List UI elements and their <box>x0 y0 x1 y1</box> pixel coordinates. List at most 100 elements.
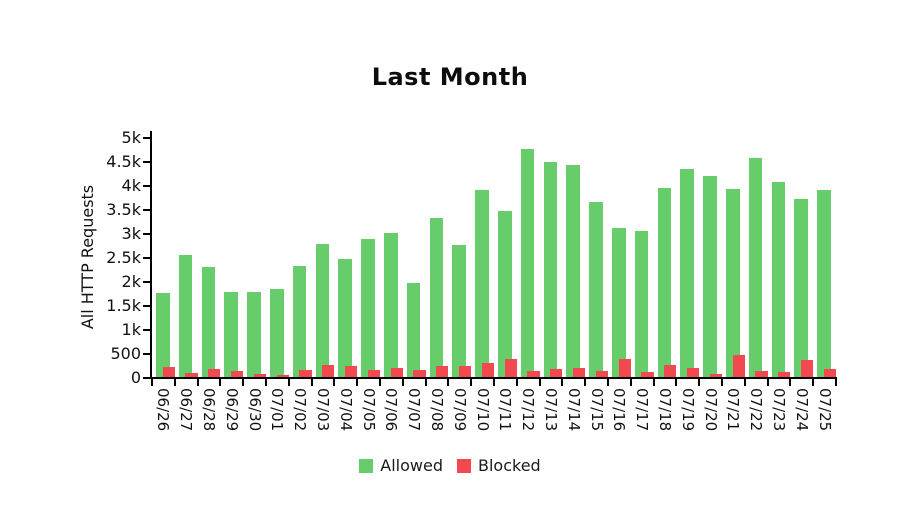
x-tick <box>265 379 267 386</box>
legend-item-blocked: Blocked <box>457 456 541 475</box>
x-tick <box>584 379 587 386</box>
x-tick-label: 07/15 <box>587 388 606 432</box>
bar-allowed-07/16 <box>612 227 626 377</box>
y-tick <box>143 281 150 283</box>
x-tick-label: 07/05 <box>359 388 378 432</box>
bar-allowed-07/15 <box>589 202 603 377</box>
x-tick-label: 06/26 <box>154 388 173 432</box>
y-tick <box>143 353 150 355</box>
y-tick <box>143 329 150 331</box>
x-tick <box>812 379 815 386</box>
x-tick <box>561 379 564 386</box>
x-tick <box>447 379 450 386</box>
y-tick <box>143 137 150 139</box>
bar-blocked-06/30 <box>253 373 266 377</box>
x-tick-label: 07/21 <box>724 388 743 432</box>
y-tick <box>143 161 150 163</box>
y-tick <box>143 233 150 235</box>
bar-blocked-07/13 <box>550 368 563 377</box>
x-tick-label: 07/12 <box>519 388 538 432</box>
bar-blocked-06/26 <box>162 366 175 377</box>
bar-allowed-07/08 <box>429 218 444 377</box>
x-tick-label: 07/08 <box>428 388 446 432</box>
bar-blocked-07/20 <box>709 373 722 377</box>
bar-blocked-07/23 <box>778 371 791 377</box>
bar-blocked-07/16 <box>618 359 631 377</box>
bar-blocked-07/12 <box>527 371 540 377</box>
bar-allowed-06/29 <box>224 291 238 377</box>
x-tick <box>219 379 222 386</box>
bar-allowed-07/07 <box>406 283 421 377</box>
bar-blocked-07/01 <box>276 374 289 377</box>
bar-allowed-07/04 <box>338 258 352 377</box>
x-tick-label: 07/01 <box>268 388 287 432</box>
x-tick-label: 07/03 <box>314 388 332 432</box>
bar-blocked-07/18 <box>664 365 677 377</box>
x-tick-label: 07/06 <box>382 388 401 432</box>
bar-allowed-07/17 <box>634 230 649 377</box>
x-tick <box>356 379 359 386</box>
bar-blocked-07/07 <box>413 370 426 377</box>
plot-area <box>152 137 836 377</box>
bar-blocked-07/22 <box>755 371 768 377</box>
x-tick-label: 07/20 <box>701 388 720 432</box>
x-tick <box>698 379 701 386</box>
y-tick <box>143 209 150 211</box>
bar-blocked-07/17 <box>641 371 654 377</box>
x-tick <box>470 379 473 386</box>
bar-allowed-07/20 <box>703 176 717 377</box>
legend-label-allowed: Allowed <box>380 456 443 475</box>
bar-allowed-07/05 <box>361 238 375 377</box>
x-tick <box>721 379 723 386</box>
x-tick <box>196 379 199 386</box>
bar-allowed-06/30 <box>247 292 261 377</box>
y-tick-label: 1k <box>121 320 141 339</box>
x-tick-label: 07/25 <box>815 388 834 432</box>
x-tick-label: 07/14 <box>564 388 583 432</box>
bar-allowed-07/22 <box>748 158 763 377</box>
bar-allowed-06/26 <box>156 293 170 377</box>
bar-allowed-07/10 <box>475 189 489 377</box>
bar-allowed-07/13 <box>543 162 558 377</box>
x-tick-label: 07/16 <box>610 388 629 432</box>
blocked-swatch-icon <box>457 458 471 473</box>
x-tick <box>607 379 609 386</box>
x-tick <box>629 379 632 386</box>
x-tick-label: 07/02 <box>291 388 310 432</box>
bar-allowed-07/21 <box>726 189 740 377</box>
x-tick <box>401 379 404 386</box>
bar-blocked-07/14 <box>572 367 586 377</box>
bar-blocked-07/03 <box>322 365 335 377</box>
bar-blocked-07/19 <box>686 367 700 377</box>
x-tick-label: 07/07 <box>405 388 424 432</box>
bar-blocked-07/09 <box>458 366 472 377</box>
y-axis-line <box>150 131 152 379</box>
bar-blocked-06/27 <box>185 372 198 377</box>
x-tick-label: 07/10 <box>473 388 492 432</box>
x-tick <box>151 379 153 386</box>
bar-allowed-07/23 <box>771 182 786 377</box>
bar-blocked-07/08 <box>436 365 449 377</box>
bar-allowed-07/03 <box>315 243 330 377</box>
y-tick-label: 5k <box>121 128 141 147</box>
bar-blocked-07/02 <box>299 370 312 377</box>
bar-allowed-07/24 <box>794 199 808 377</box>
x-tick <box>515 379 518 386</box>
x-tick-label: 06/27 <box>177 388 196 432</box>
bar-blocked-07/24 <box>800 360 814 377</box>
allowed-swatch-icon <box>359 458 374 473</box>
x-tick-label: 06/30 <box>245 388 264 432</box>
x-tick <box>789 379 792 386</box>
bar-blocked-07/04 <box>344 366 358 377</box>
bar-blocked-07/05 <box>367 370 380 377</box>
bar-allowed-06/27 <box>178 254 193 377</box>
y-tick-label: 500 <box>110 344 141 363</box>
x-tick-label: 07/22 <box>747 388 766 432</box>
y-tick-label: 2.5k <box>106 248 141 267</box>
bar-allowed-07/18 <box>657 188 672 377</box>
bar-blocked-07/25 <box>823 368 836 377</box>
x-tick-label: 06/28 <box>200 388 218 432</box>
y-tick <box>143 185 150 187</box>
y-tick-label: 1.5k <box>106 296 141 315</box>
x-tick-label: 07/11 <box>496 388 515 432</box>
